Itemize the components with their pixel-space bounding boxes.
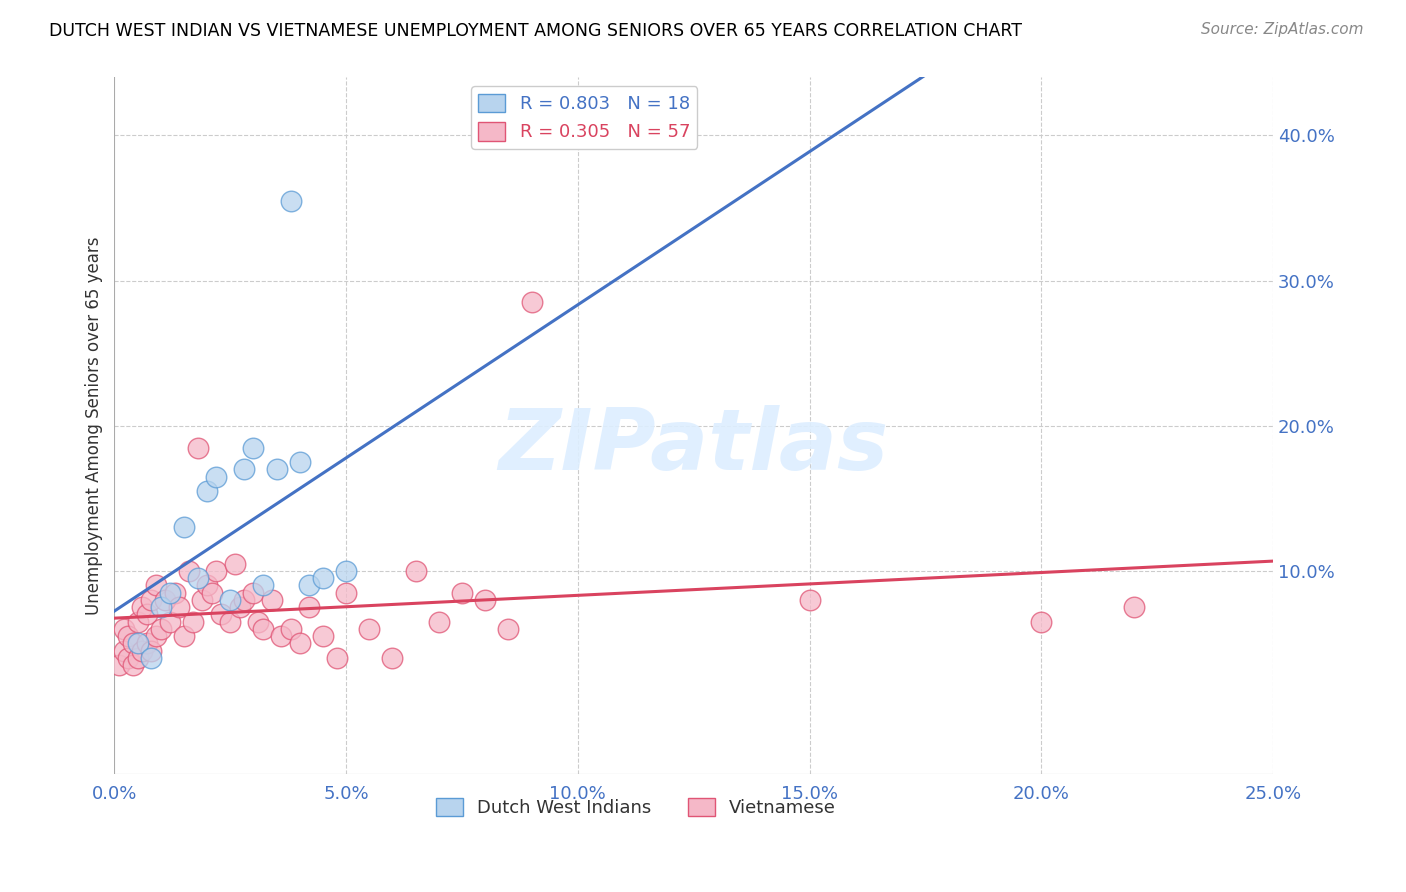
Point — [288, 455, 311, 469]
Point — [195, 578, 218, 592]
Point — [498, 622, 520, 636]
Point — [122, 658, 145, 673]
Point — [141, 651, 163, 665]
Point — [205, 469, 228, 483]
Point — [242, 441, 264, 455]
Point — [149, 600, 172, 615]
Point — [335, 585, 357, 599]
Point — [127, 615, 149, 629]
Point — [298, 600, 321, 615]
Text: DUTCH WEST INDIAN VS VIETNAMESE UNEMPLOYMENT AMONG SENIORS OVER 65 YEARS CORRELA: DUTCH WEST INDIAN VS VIETNAMESE UNEMPLOY… — [49, 22, 1022, 40]
Point — [252, 578, 274, 592]
Point — [195, 484, 218, 499]
Point — [135, 607, 157, 622]
Point — [1031, 615, 1053, 629]
Point — [247, 615, 270, 629]
Point — [117, 629, 139, 643]
Point — [260, 593, 283, 607]
Point — [219, 615, 242, 629]
Point — [233, 593, 256, 607]
Point — [173, 520, 195, 534]
Point — [280, 622, 302, 636]
Legend: Dutch West Indians, Vietnamese: Dutch West Indians, Vietnamese — [429, 790, 844, 824]
Point — [127, 651, 149, 665]
Point — [270, 629, 292, 643]
Text: Source: ZipAtlas.com: Source: ZipAtlas.com — [1201, 22, 1364, 37]
Point — [233, 462, 256, 476]
Point — [187, 571, 209, 585]
Point — [187, 441, 209, 455]
Point — [131, 600, 153, 615]
Point — [242, 585, 264, 599]
Point — [173, 629, 195, 643]
Point — [159, 585, 181, 599]
Point — [112, 622, 135, 636]
Point — [405, 564, 427, 578]
Point — [326, 651, 349, 665]
Point — [312, 571, 335, 585]
Point — [381, 651, 404, 665]
Point — [335, 564, 357, 578]
Point — [141, 644, 163, 658]
Point — [209, 607, 232, 622]
Point — [280, 194, 302, 208]
Point — [312, 629, 335, 643]
Point — [427, 615, 450, 629]
Point — [520, 295, 543, 310]
Point — [1123, 600, 1146, 615]
Point — [163, 585, 186, 599]
Point — [108, 658, 131, 673]
Point — [145, 578, 167, 592]
Point — [451, 585, 474, 599]
Text: ZIPatlas: ZIPatlas — [499, 405, 889, 488]
Point — [191, 593, 214, 607]
Point — [127, 636, 149, 650]
Point — [122, 636, 145, 650]
Point — [252, 622, 274, 636]
Point — [359, 622, 381, 636]
Point — [181, 615, 204, 629]
Point — [266, 462, 288, 476]
Point — [155, 593, 177, 607]
Point — [149, 622, 172, 636]
Y-axis label: Unemployment Among Seniors over 65 years: Unemployment Among Seniors over 65 years — [86, 236, 103, 615]
Point — [145, 629, 167, 643]
Point — [141, 593, 163, 607]
Point — [288, 636, 311, 650]
Point — [201, 585, 224, 599]
Point — [228, 600, 250, 615]
Point — [131, 644, 153, 658]
Point — [474, 593, 496, 607]
Point — [298, 578, 321, 592]
Point — [205, 564, 228, 578]
Point — [112, 644, 135, 658]
Point — [117, 651, 139, 665]
Point — [169, 600, 191, 615]
Point — [177, 564, 200, 578]
Point — [159, 615, 181, 629]
Point — [224, 557, 246, 571]
Point — [219, 593, 242, 607]
Point — [799, 593, 821, 607]
Point — [135, 636, 157, 650]
